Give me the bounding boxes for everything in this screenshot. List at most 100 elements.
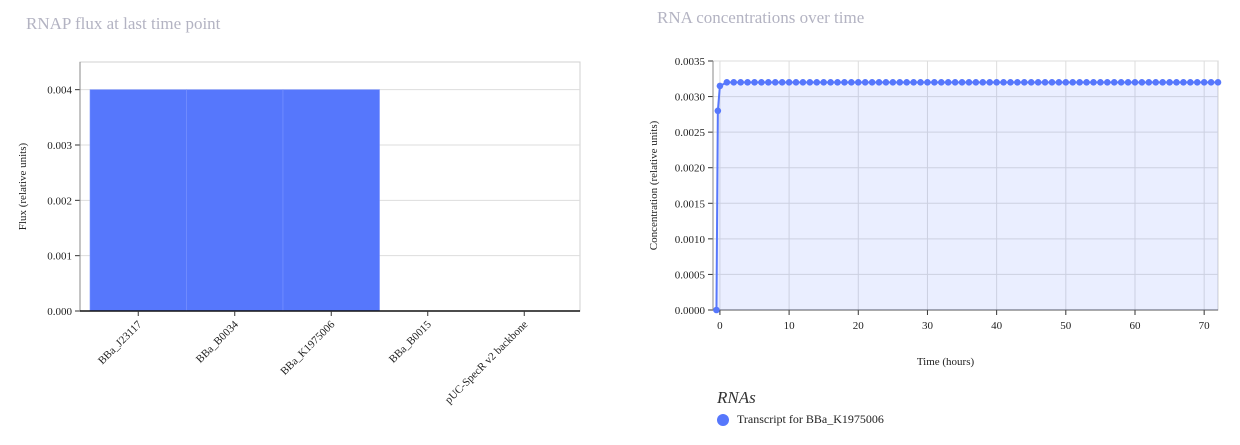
y-axis-title: Concentration (relative units) — [648, 120, 660, 250]
data-point — [813, 79, 821, 86]
x-tick-label: 50 — [1060, 320, 1072, 332]
data-point — [841, 79, 848, 86]
data-point — [1090, 79, 1097, 86]
data-point — [799, 79, 807, 86]
rna-legend: RNAs Transcript for BBa_K1975006 — [717, 388, 884, 427]
bar — [282, 89, 380, 312]
y-tick-label: 0.0035 — [675, 56, 706, 68]
data-point — [937, 79, 945, 86]
data-point — [958, 79, 966, 86]
data-point — [1180, 79, 1187, 86]
data-point — [854, 79, 862, 86]
data-point — [917, 79, 924, 86]
data-point — [1014, 79, 1021, 86]
data-point — [1076, 79, 1083, 86]
x-tick-label: BBa_B0015 — [387, 318, 434, 365]
y-tick-label: 0.0010 — [675, 234, 706, 246]
data-point — [771, 79, 779, 86]
data-point — [1083, 79, 1090, 86]
data-point — [751, 79, 758, 86]
x-tick-label: 60 — [1129, 320, 1141, 332]
data-point — [785, 79, 793, 86]
legend-swatch-icon — [717, 413, 729, 426]
x-tick-label: 70 — [1199, 320, 1211, 332]
data-point — [778, 79, 786, 86]
data-point — [827, 79, 834, 86]
data-point — [1104, 79, 1111, 86]
data-point — [903, 79, 910, 86]
data-point — [1117, 79, 1125, 86]
data-point — [1097, 79, 1104, 86]
y-tick-label: 0.0000 — [675, 305, 706, 317]
data-point — [1200, 79, 1208, 86]
data-point — [1048, 79, 1056, 86]
data-point — [882, 79, 890, 86]
y-tick-label: 0.004 — [47, 85, 72, 97]
flux-chart-title: RNAP flux at last time point — [26, 14, 221, 33]
legend-title: RNAs — [717, 388, 756, 407]
data-point — [1034, 79, 1042, 86]
data-point — [806, 79, 814, 86]
data-point — [944, 79, 952, 86]
data-point — [1110, 79, 1118, 86]
data-point — [951, 79, 959, 86]
y-tick-label: 0.0025 — [675, 127, 706, 139]
data-point — [820, 79, 827, 86]
x-tick-label: pUC-SpecR v2 backbone — [443, 319, 531, 407]
data-point — [1159, 79, 1166, 86]
data-point — [972, 79, 980, 86]
data-point — [792, 79, 800, 86]
rna-chart-title: RNA concentrations over time — [657, 8, 865, 27]
data-point — [861, 79, 869, 86]
data-point — [714, 107, 722, 115]
x-tick-label: 40 — [991, 320, 1003, 332]
data-point — [1062, 79, 1070, 86]
y-tick-label: 0.0020 — [675, 163, 706, 175]
x-tick-label: 0 — [717, 320, 723, 332]
data-point — [1166, 79, 1173, 86]
y-tick-label: 0.0015 — [675, 198, 706, 210]
legend-item[interactable]: Transcript for BBa_K1975006 — [717, 412, 884, 427]
data-point — [1027, 79, 1035, 86]
data-point — [931, 79, 938, 86]
data-point — [848, 79, 855, 86]
data-point — [924, 79, 931, 86]
data-point — [834, 79, 841, 86]
data-point — [965, 79, 973, 86]
x-tick-label: 10 — [784, 320, 796, 332]
data-point — [1000, 79, 1007, 86]
data-point — [723, 79, 731, 86]
data-point — [1152, 79, 1160, 86]
y-tick-label: 0.003 — [47, 140, 72, 152]
data-point — [1207, 79, 1215, 86]
x-tick-label: BBa_B0034 — [194, 318, 241, 365]
data-point — [993, 79, 1000, 86]
x-tick-label: BBa_K1975006 — [278, 318, 337, 377]
series-area — [716, 82, 1218, 310]
data-point — [1124, 79, 1132, 86]
flux-bar-chart: 0.000 0.001 0.002 0.003 0.004 BBa_J23117 BBa_B… — [17, 61, 581, 407]
data-point — [765, 79, 772, 86]
y-tick-label: 0.0005 — [675, 269, 706, 281]
bar — [186, 89, 284, 312]
data-point — [737, 79, 744, 86]
y-tick-label: 0.0030 — [675, 92, 706, 104]
data-point — [1193, 79, 1201, 86]
data-point — [896, 79, 904, 86]
data-point — [868, 79, 876, 86]
data-point — [758, 79, 765, 86]
data-point — [713, 306, 720, 314]
x-tick-label: 30 — [922, 320, 934, 332]
data-point — [744, 79, 751, 86]
x-tick-label: 20 — [853, 320, 865, 332]
y-tick-label: 0.000 — [47, 306, 72, 318]
data-point — [910, 79, 917, 86]
legend-item-label: Transcript for BBa_K1975006 — [737, 412, 884, 426]
data-point — [889, 79, 897, 86]
y-tick-label: 0.002 — [47, 195, 72, 207]
data-point — [1173, 79, 1180, 86]
data-point — [716, 82, 724, 90]
data-point — [979, 79, 987, 86]
data-point — [1131, 79, 1139, 86]
data-point — [730, 79, 738, 86]
